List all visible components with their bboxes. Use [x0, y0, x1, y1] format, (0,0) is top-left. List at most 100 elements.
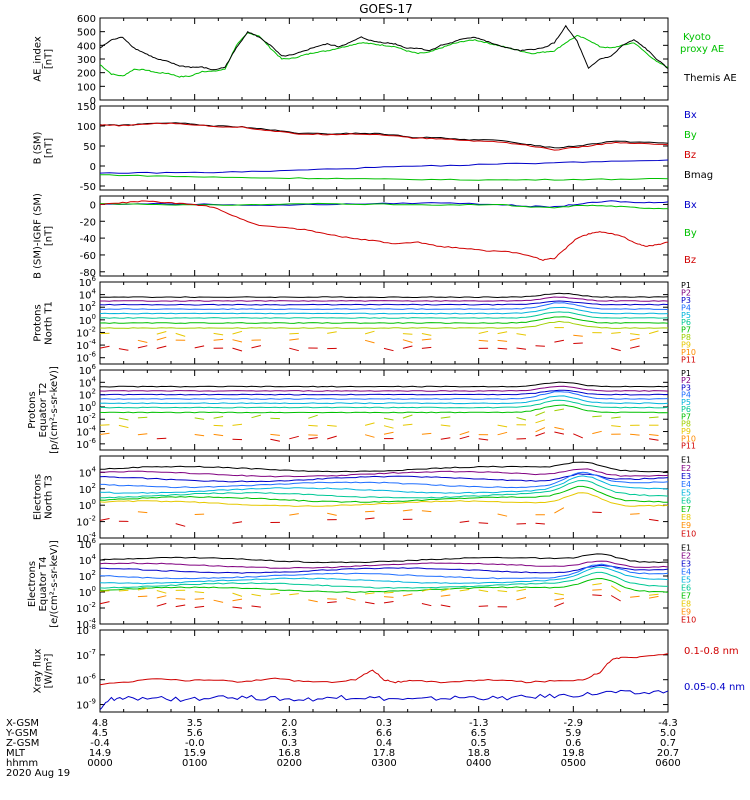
series-segment-e9: [137, 595, 148, 598]
ephemeris-value: -4.3: [658, 718, 678, 729]
series-line-e6: [99, 479, 669, 499]
ephemeris-value: 16.8: [278, 748, 300, 759]
series-line-p6: [100, 399, 669, 409]
series-segment-p10: [289, 338, 299, 341]
y-tick-label: 10-7: [76, 648, 96, 662]
y-axis-label-line: B (SM)-IGRF (SM): [33, 193, 44, 279]
series-segment-p11: [573, 433, 583, 439]
series-segment-p9: [611, 425, 621, 428]
y-axis-label: ProtonsNorth T1: [33, 301, 55, 345]
legend-e10: E10: [681, 529, 696, 538]
series-line-e3: [99, 473, 669, 483]
series-line-p7: [99, 404, 669, 414]
series-segment-p9: [213, 424, 224, 427]
ephemeris-value: 0.7: [660, 738, 676, 749]
y-axis-label-line: [nT]: [44, 138, 55, 158]
series-line-e2: [99, 468, 669, 478]
legend-e6: E6: [681, 497, 691, 506]
y-tick-label: 104: [79, 553, 97, 567]
series-segment-e9: [630, 513, 640, 515]
series-segment-e8: [270, 592, 280, 595]
legend-bx: Bx: [684, 200, 697, 211]
ephemeris-value: 0.3: [281, 738, 297, 749]
series-line-0-1-0-8-nm: [99, 653, 669, 686]
series-segment-e9: [630, 595, 640, 598]
ephemeris-value: 20.7: [657, 748, 679, 759]
series-segment-e9: [327, 512, 337, 516]
series-segment-p10: [554, 426, 565, 430]
series-segment-e10: [175, 523, 186, 527]
series-segment-p10: [232, 339, 243, 343]
series-line-e5: [99, 475, 669, 494]
panel-frame: [99, 105, 669, 191]
series-segment-p10: [629, 337, 640, 341]
series-line-bz: [99, 122, 669, 151]
series-segment-e10: [232, 606, 243, 609]
series-segment-p11: [289, 347, 299, 352]
y-tick-label: 600: [77, 14, 96, 25]
y-tick-label: 10-2: [76, 515, 96, 529]
series-segment-p9: [648, 330, 659, 335]
series-segment-e9: [175, 598, 186, 600]
y-tick-label: 0: [90, 162, 96, 173]
ephemeris-value: 0.3: [376, 718, 392, 729]
series-line-p6: [99, 311, 669, 319]
series-line-p2: [100, 296, 669, 302]
series-line-p5: [99, 306, 669, 315]
legend-bz: Bz: [684, 150, 696, 161]
series-line-p4: [99, 302, 669, 311]
series-line-by: [100, 202, 669, 210]
series-line-p7: [99, 316, 669, 324]
series-line-kyoto-proxy-ae: [99, 32, 669, 78]
ephemeris-value: 0400: [466, 758, 491, 769]
ephemeris-value: 6.6: [376, 728, 392, 739]
series-segment-e10: [175, 604, 186, 608]
y-tick-label: 10-6: [76, 673, 96, 687]
series-segment-p10: [137, 339, 148, 343]
series-segment-p11: [99, 345, 110, 349]
series-segment-p11: [156, 437, 167, 440]
series-segment-p9: [497, 331, 508, 335]
series-segment-e10: [535, 522, 545, 525]
y-axis-label-line: Protons: [27, 391, 38, 428]
series-segment-p10: [497, 339, 508, 342]
series-segment-e10: [649, 518, 659, 522]
series-segment-p8: [308, 414, 318, 419]
legend-p2: P2: [681, 376, 691, 385]
series-segment-e8: [478, 589, 489, 593]
series-segment-e10: [251, 605, 261, 608]
series-segment-p8: [251, 414, 262, 419]
series-segment-p9: [440, 424, 451, 427]
y-axis-label-line: Equator T4: [38, 557, 49, 612]
series-segment-p8: [649, 416, 659, 419]
y-tick-label: 102: [79, 482, 96, 496]
series-segment-p9: [383, 425, 394, 429]
legend-e4: E4: [681, 567, 691, 576]
series-segment-p9: [232, 423, 243, 426]
y-tick-label: 300: [77, 55, 96, 66]
legend-bx: Bx: [684, 110, 697, 121]
legend-p2: P2: [681, 288, 691, 297]
y-tick-label: -20: [80, 217, 96, 228]
series-segment-e10: [232, 521, 243, 524]
series-segment-e10: [554, 602, 565, 608]
ephemeris-row-label: Y-GSM: [5, 728, 38, 739]
series-segment-p11: [289, 435, 299, 440]
series-segment-p11: [497, 347, 508, 350]
series-segment-p8: [194, 417, 205, 420]
y-tick-label: -60: [80, 251, 96, 262]
y-tick-label: 200: [77, 69, 96, 80]
ephemeris-value: 5.9: [565, 728, 581, 739]
series-segment-e9: [554, 507, 565, 514]
ephemeris-value: -0.4: [90, 738, 110, 749]
series-segment-e9: [308, 599, 318, 603]
legend-e10: E10: [681, 615, 696, 624]
legend-p5: P5: [681, 398, 691, 407]
y-tick-label: 50: [83, 142, 96, 153]
series-segment-p11: [535, 432, 546, 437]
series-segment-e10: [99, 518, 110, 521]
series-segment-p11: [156, 345, 167, 349]
series-segment-p10: [364, 434, 375, 438]
series-segment-e9: [497, 513, 508, 517]
